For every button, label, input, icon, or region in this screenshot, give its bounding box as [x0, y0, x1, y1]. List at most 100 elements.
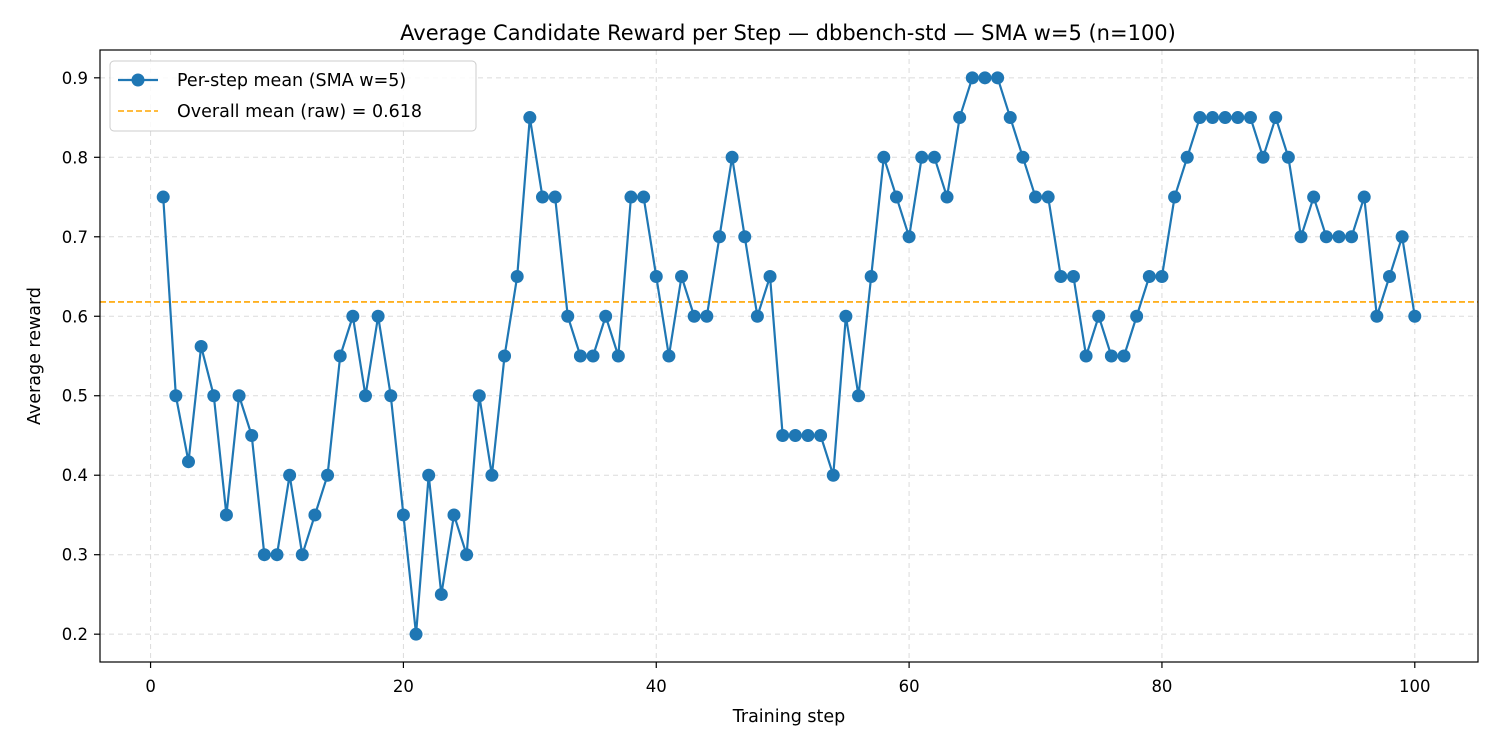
data-point: [1155, 270, 1169, 284]
data-point: [1307, 190, 1321, 204]
data-point: [763, 270, 777, 284]
data-point: [270, 548, 284, 562]
data-point: [877, 150, 891, 164]
x-axis: 0 20 40 60 80 100: [145, 662, 1431, 696]
y-tick-label: 0.9: [62, 69, 88, 88]
data-point: [156, 190, 170, 204]
legend-box: [109, 60, 477, 132]
data-point: [991, 71, 1005, 85]
data-point: [826, 468, 840, 482]
data-point: [1395, 230, 1409, 244]
data-point: [953, 111, 967, 125]
data-point: [889, 190, 903, 204]
data-point: [599, 309, 613, 323]
data-point: [1408, 309, 1422, 323]
data-point: [485, 468, 499, 482]
data-point: [978, 71, 992, 85]
data-point: [700, 309, 714, 323]
data-point: [1003, 111, 1017, 125]
data-point: [561, 309, 575, 323]
data-point: [460, 548, 474, 562]
data-point: [1066, 270, 1080, 284]
data-point: [1231, 111, 1245, 125]
x-tick-label: 80: [1151, 677, 1172, 696]
data-point: [283, 468, 297, 482]
data-point: [1383, 270, 1397, 284]
data-point: [1180, 150, 1194, 164]
data-point: [1029, 190, 1043, 204]
plot-frame: [99, 49, 1479, 663]
chart-title: Average Candidate Reward per Step — dbbe…: [400, 21, 1176, 45]
x-tick-label: 20: [393, 677, 414, 696]
data-point: [1130, 309, 1144, 323]
data-point: [371, 309, 385, 323]
x-tick-label: 60: [899, 677, 920, 696]
data-point: [1243, 111, 1257, 125]
data-point: [396, 508, 410, 522]
data-point: [1332, 230, 1346, 244]
data-point: [219, 508, 233, 522]
data-point: [675, 270, 689, 284]
data-point: [1041, 190, 1055, 204]
data-point: [814, 428, 828, 442]
data-point: [194, 339, 208, 353]
data-point: [1269, 111, 1283, 125]
data-point: [738, 230, 752, 244]
y-axis-title: Average reward: [25, 287, 45, 425]
data-point: [801, 428, 815, 442]
y-tick-label: 0.4: [62, 466, 88, 485]
data-point: [535, 190, 549, 204]
data-point: [776, 428, 790, 442]
data-point: [1294, 230, 1308, 244]
data-point: [207, 389, 221, 403]
x-tick-label: 0: [145, 677, 156, 696]
data-point: [586, 349, 600, 363]
data-point: [1370, 309, 1384, 323]
y-axis: 0.2 0.3 0.4 0.5 0.6 0.7 0.8 0.9: [62, 69, 100, 644]
y-tick-label: 0.2: [62, 625, 88, 644]
series-layer: [156, 71, 1422, 641]
y-tick-label: 0.8: [62, 148, 88, 167]
legend-marker-swatch: [131, 73, 145, 87]
x-tick-label: 40: [646, 677, 667, 696]
data-point: [940, 190, 954, 204]
data-point: [611, 349, 625, 363]
data-point: [750, 309, 764, 323]
data-point: [1142, 270, 1156, 284]
data-point: [1256, 150, 1270, 164]
x-tick-label: 100: [1399, 677, 1431, 696]
data-point: [321, 468, 335, 482]
data-point: [181, 455, 195, 469]
data-point: [788, 428, 802, 442]
data-point: [245, 428, 259, 442]
data-point: [1357, 190, 1371, 204]
data-point: [637, 190, 651, 204]
y-tick-label: 0.7: [62, 228, 88, 247]
data-point: [358, 389, 372, 403]
data-point: [927, 150, 941, 164]
data-point: [1016, 150, 1030, 164]
data-point: [257, 548, 271, 562]
legend-label-series: Per-step mean (SMA w=5): [177, 71, 406, 91]
y-tick-label: 0.6: [62, 307, 88, 326]
data-point: [712, 230, 726, 244]
data-point: [852, 389, 866, 403]
data-point: [1193, 111, 1207, 125]
data-point: [687, 309, 701, 323]
data-point: [839, 309, 853, 323]
data-point: [1281, 150, 1295, 164]
data-point: [523, 111, 537, 125]
data-point: [295, 548, 309, 562]
data-point: [1117, 349, 1131, 363]
data-point: [1079, 349, 1093, 363]
data-point: [409, 627, 423, 641]
legend-label-reference: Overall mean (raw) = 0.618: [177, 102, 422, 122]
data-point: [232, 389, 246, 403]
data-point: [510, 270, 524, 284]
data-point: [1218, 111, 1232, 125]
data-point: [662, 349, 676, 363]
data-point: [1104, 349, 1118, 363]
data-point: [548, 190, 562, 204]
data-point: [1054, 270, 1068, 284]
data-point: [434, 587, 448, 601]
